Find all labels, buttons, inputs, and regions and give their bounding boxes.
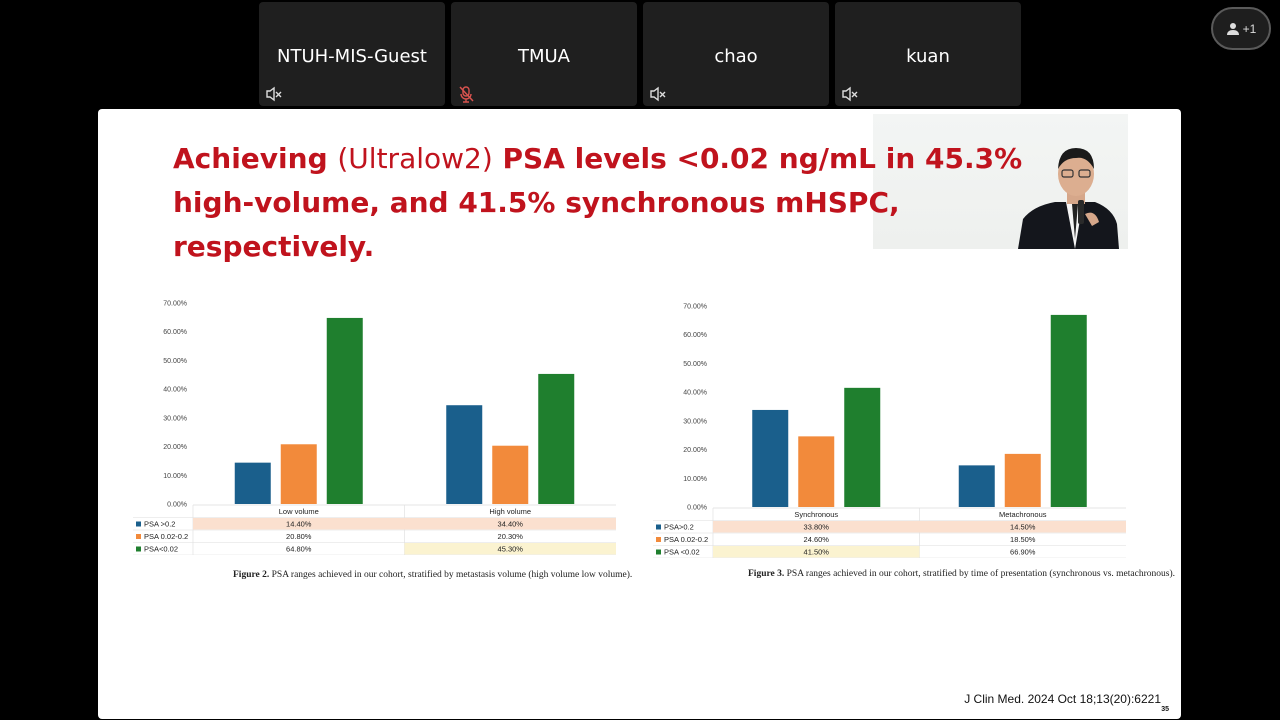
- bar: [280, 444, 317, 504]
- y-tick-label: 30.00%: [163, 415, 187, 422]
- participant-tile-3[interactable]: chao: [643, 2, 829, 106]
- y-tick-label: 0.00%: [167, 502, 187, 509]
- caption-text: PSA ranges achieved in our cohort, strat…: [784, 569, 1175, 579]
- y-tick-label: 20.00%: [683, 447, 707, 454]
- slide-title-part: Achieving: [173, 142, 338, 175]
- legend-label: PSA <0.02: [664, 548, 700, 557]
- y-tick-label: 30.00%: [683, 418, 707, 425]
- category-label: High volume: [489, 507, 531, 516]
- speaker-silhouette-icon: [1018, 148, 1119, 249]
- y-tick-label: 60.00%: [683, 332, 707, 339]
- category-label: Metachronous: [999, 510, 1047, 519]
- figure-3-caption: Figure 3. PSA ranges achieved in our coh…: [748, 568, 1178, 580]
- figure-2-caption: Figure 2. PSA ranges achieved in our coh…: [233, 569, 648, 581]
- y-tick-label: 20.00%: [163, 444, 187, 451]
- legend-label: PSA 0.02-0.2: [144, 532, 188, 541]
- figure-3-chart: 0.00% 10.00% 20.00% 30.00% 40.00% 50.00% 60.00…: [653, 304, 1126, 558]
- table-cell-highlight: [713, 546, 920, 558]
- data-label: 24.60%: [804, 535, 830, 544]
- bar: [538, 373, 575, 504]
- table-cell-highlight: [919, 521, 1126, 533]
- citation: J Clin Med. 2024 Oct 18;13(20):6221: [964, 692, 1161, 706]
- participants-button[interactable]: +1: [1211, 7, 1271, 50]
- y-tick-label: 10.00%: [163, 473, 187, 480]
- legend-label: PSA<0.02: [144, 545, 178, 554]
- slide-title: Achieving (Ultralow2) PSA levels <0.02 n…: [173, 137, 1073, 269]
- slide-title-part: (Ultralow2): [337, 142, 493, 175]
- caption-label: Figure 3.: [748, 569, 785, 579]
- bar: [1004, 453, 1041, 507]
- figure-2-chart: 0.00% 10.00% 20.00% 30.00% 40.00% 50.00% 60.00…: [133, 301, 616, 555]
- legend-swatch: [136, 534, 141, 539]
- speaker-video: [873, 114, 1128, 249]
- y-tick-label: 0.00%: [687, 505, 707, 512]
- legend-swatch: [656, 537, 661, 542]
- data-label: 41.50%: [804, 548, 830, 557]
- bar: [1050, 314, 1087, 507]
- person-icon: [1226, 22, 1239, 35]
- bar: [798, 436, 835, 507]
- y-tick-label: 50.00%: [683, 361, 707, 368]
- bar: [492, 445, 529, 504]
- page-number: 35: [1161, 706, 1169, 713]
- data-label: 18.50%: [1010, 535, 1036, 544]
- data-label: 33.80%: [804, 523, 830, 532]
- data-label: 34.40%: [498, 520, 524, 529]
- participant-name: NTUH-MIS-Guest: [277, 46, 427, 67]
- data-label: 14.40%: [286, 520, 312, 529]
- participant-count: +1: [1242, 21, 1257, 36]
- legend-label: PSA >0.2: [144, 520, 175, 529]
- participant-tile-1[interactable]: NTUH-MIS-Guest: [259, 2, 445, 106]
- shared-slide: Achieving (Ultralow2) PSA levels <0.02 n…: [98, 109, 1181, 719]
- table-cell-highlight: [713, 521, 920, 533]
- legend-swatch: [136, 546, 141, 552]
- legend-swatch: [656, 524, 661, 530]
- speaker-muted-icon: [842, 86, 858, 102]
- legend-swatch: [136, 521, 141, 527]
- table-cell-highlight: [193, 518, 405, 530]
- y-tick-label: 10.00%: [683, 476, 707, 483]
- y-tick-label: 70.00%: [163, 301, 187, 308]
- participant-name: kuan: [906, 46, 950, 67]
- caption-label: Figure 2.: [233, 570, 270, 580]
- participant-tile-4[interactable]: kuan: [835, 2, 1021, 106]
- y-tick-label: 40.00%: [683, 390, 707, 397]
- bar: [752, 409, 789, 507]
- table-cell-highlight: [404, 543, 616, 555]
- y-tick-label: 50.00%: [163, 358, 187, 365]
- participant-name: TMUA: [517, 46, 570, 67]
- bar: [446, 405, 483, 504]
- bar: [844, 387, 881, 507]
- y-tick-label: 70.00%: [683, 304, 707, 311]
- table-cell-highlight: [404, 518, 616, 530]
- data-label: 45.30%: [498, 545, 524, 554]
- y-tick-label: 40.00%: [163, 387, 187, 394]
- data-label: 66.90%: [1010, 548, 1036, 557]
- legend-label: PSA 0.02-0.2: [664, 535, 708, 544]
- data-label: 20.30%: [498, 532, 524, 541]
- mic-muted-icon: [459, 86, 474, 103]
- data-label: 14.50%: [1010, 523, 1036, 532]
- data-label: 64.80%: [286, 545, 312, 554]
- category-label: Synchronous: [794, 510, 838, 519]
- speaker-muted-icon: [650, 86, 666, 102]
- bar: [326, 317, 363, 504]
- slide-title-part: PSA levels <0.02 ng/mL in 45.3% high-vol…: [173, 142, 1023, 263]
- legend-label: PSA>0.2: [664, 523, 694, 532]
- speaker-muted-icon: [266, 86, 282, 102]
- legend-swatch: [656, 549, 661, 555]
- bar: [234, 462, 271, 504]
- caption-text: PSA ranges achieved in our cohort, strat…: [269, 570, 633, 580]
- data-label: 20.80%: [286, 532, 312, 541]
- bar: [958, 465, 995, 507]
- y-tick-label: 60.00%: [163, 329, 187, 336]
- category-label: Low volume: [279, 507, 319, 516]
- participant-tile-2[interactable]: TMUA: [451, 2, 637, 106]
- participant-name: chao: [714, 46, 758, 67]
